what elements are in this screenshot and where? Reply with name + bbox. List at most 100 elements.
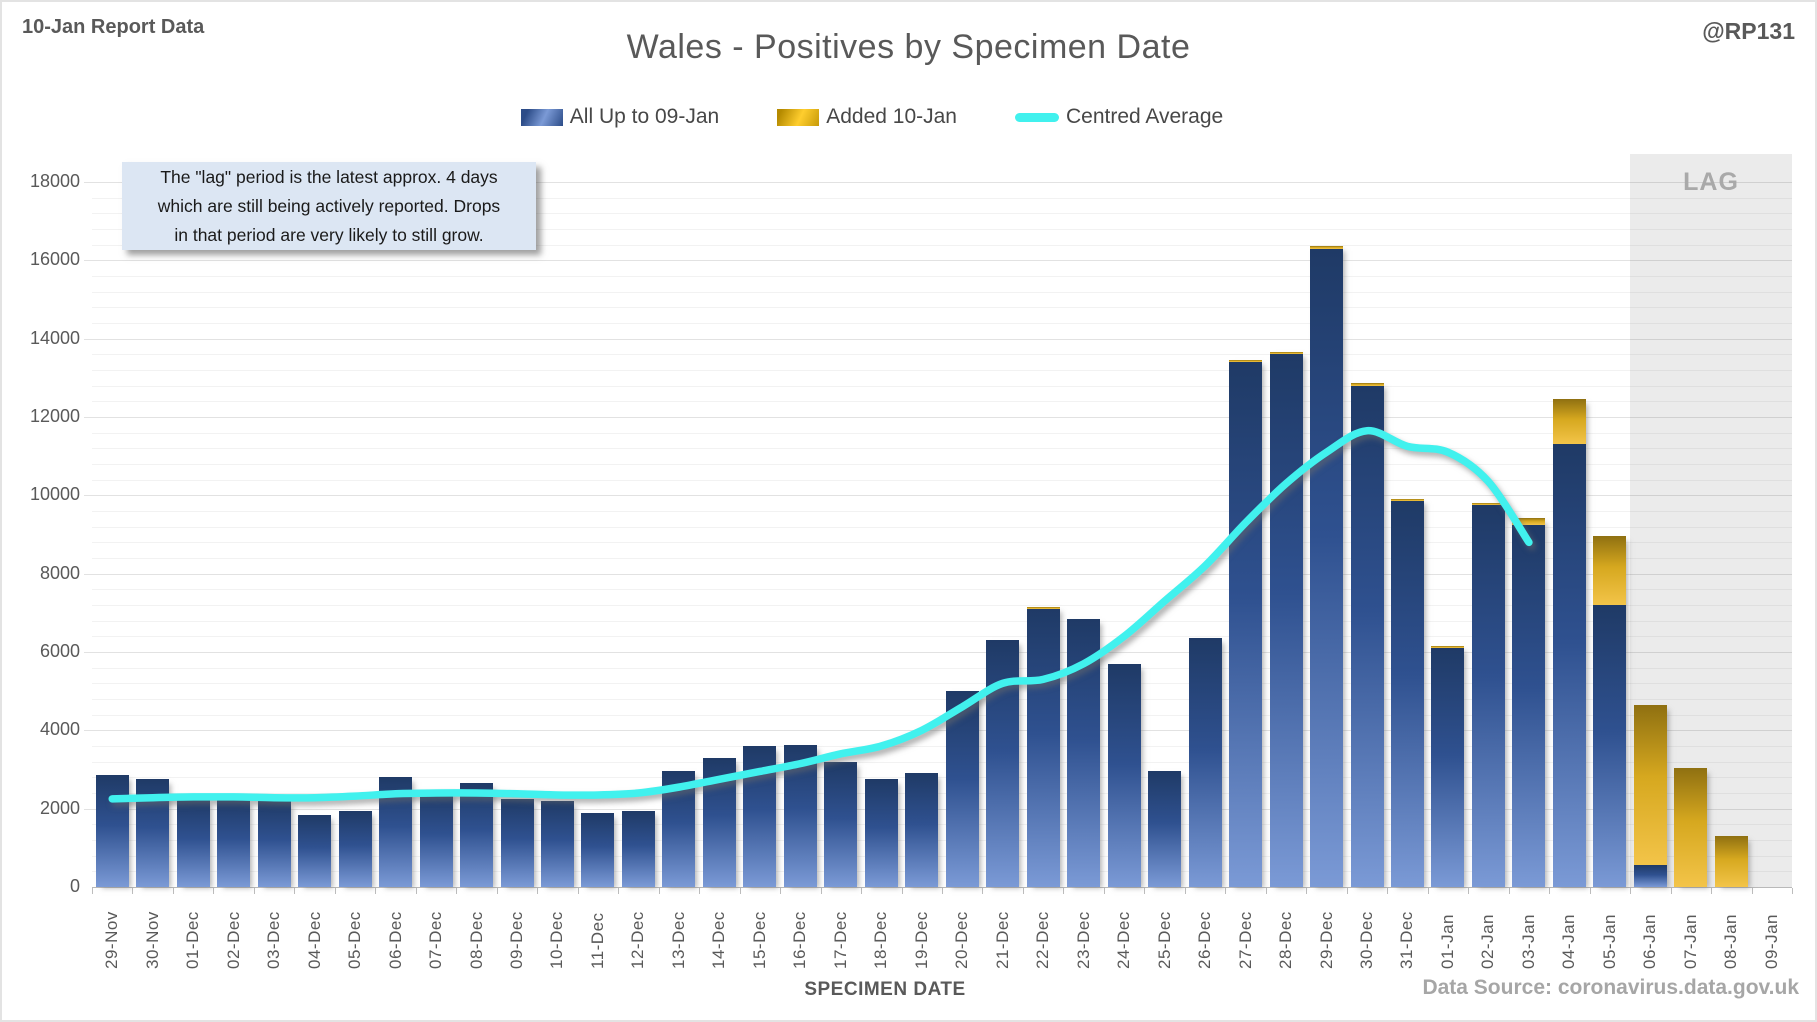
- bar-09-Dec: [500, 798, 534, 887]
- bar-22-Dec: [1026, 606, 1060, 887]
- x-axis-title: SPECIMEN DATE: [804, 979, 966, 1000]
- bar-24-Dec: [1107, 663, 1141, 887]
- bar-allup-segment: [1471, 505, 1505, 887]
- bar-added-segment: [1512, 518, 1546, 525]
- bar-04-Jan: [1552, 399, 1586, 887]
- bar-added-segment: [1310, 245, 1344, 249]
- axis-tick: [1144, 888, 1146, 894]
- gridline-minor: [92, 432, 1792, 434]
- gridline-minor: [92, 871, 1792, 873]
- axis-tick: [1022, 888, 1024, 894]
- axis-tick: [1306, 888, 1308, 894]
- axis-tick: [1751, 888, 1753, 894]
- y-axis-label: 16000: [29, 249, 80, 270]
- bar-allup-segment: [217, 798, 251, 887]
- bar-28-Dec: [1269, 351, 1303, 887]
- bar-18-Dec: [864, 779, 898, 887]
- axis-tick: [92, 888, 93, 894]
- gridline-major: [84, 260, 1792, 262]
- y-axis-label: 18000: [29, 171, 80, 191]
- bar-added-segment: [1674, 767, 1708, 887]
- gridline-minor: [92, 511, 1792, 512]
- bar-allup-segment: [824, 761, 858, 887]
- bar-added-segment: [1026, 606, 1060, 609]
- axis-tick: [780, 888, 782, 894]
- bar-29-Nov: [95, 775, 129, 887]
- gridline-minor: [92, 605, 1792, 606]
- bar-allup-segment: [500, 798, 534, 887]
- bar-30-Dec: [1350, 383, 1384, 887]
- bar-allup-segment: [298, 814, 332, 887]
- axis-tick: [1103, 888, 1105, 894]
- bar-allup-segment: [419, 791, 453, 887]
- bar-allup-segment: [905, 773, 939, 887]
- line-series-swatch-icon: [1014, 112, 1059, 122]
- gridline-minor: [92, 840, 1792, 841]
- gridline-minor: [92, 401, 1792, 403]
- bar-added-segment: [1633, 704, 1667, 866]
- bar-26-Dec: [1188, 638, 1222, 887]
- gridline-minor: [92, 370, 1792, 371]
- gridline-minor: [92, 589, 1792, 591]
- axis-tick: [699, 888, 701, 894]
- axis-tick: [1265, 888, 1267, 894]
- bar-allup-segment: [1188, 638, 1222, 887]
- legend-label-line: Centred Average: [1065, 105, 1224, 128]
- bar-allup-segment: [1431, 648, 1465, 887]
- gridline-minor: [92, 291, 1792, 293]
- bar-allup-segment: [864, 779, 898, 887]
- gridline-minor: [92, 354, 1792, 356]
- axis-tick: [1549, 888, 1551, 894]
- bar-allup-segment: [1593, 604, 1627, 887]
- axis-tick: [942, 888, 943, 894]
- gridline-minor: [92, 558, 1792, 559]
- bar-added-segment: [1431, 645, 1465, 649]
- gridline-minor: [92, 276, 1792, 277]
- bar-allup-segment: [945, 691, 979, 887]
- axis-tick: [1711, 888, 1713, 894]
- axis-tick: [901, 888, 903, 894]
- bar-allup-segment: [1552, 444, 1586, 887]
- bar-29-Dec: [1310, 245, 1344, 887]
- legend-label-gold: Added 10-Jan: [826, 105, 957, 128]
- author-handle: @RP131: [1702, 18, 1795, 44]
- gridline-minor: [92, 636, 1792, 638]
- bar-allup-segment: [460, 783, 494, 887]
- bar-added-segment: [1552, 399, 1586, 445]
- bar-04-Dec: [298, 814, 332, 887]
- axis-tick: [253, 888, 255, 894]
- x-axis-baseline: [92, 887, 1792, 888]
- bar-allup-segment: [1229, 362, 1263, 887]
- gridline-minor: [92, 793, 1792, 794]
- legend-label-blue: All Up to 09-Jan: [569, 105, 720, 128]
- y-axis-label: 10000: [29, 484, 80, 505]
- bar-allup-segment: [176, 798, 210, 887]
- bar-added-segment: [1390, 499, 1424, 502]
- axis-tick: [1346, 888, 1348, 894]
- chart-title: Wales - Positives by Specimen Date: [626, 28, 1191, 66]
- axis-tick: [1427, 888, 1429, 894]
- bar-06-Jan: [1633, 704, 1667, 887]
- axis-tick: [1225, 888, 1227, 894]
- bar-27-Dec: [1229, 360, 1263, 887]
- axis-tick: [1063, 888, 1065, 894]
- gridline-major: [84, 495, 1792, 497]
- axis-tick: [294, 888, 296, 894]
- axis-tick: [1184, 888, 1186, 894]
- bar-added-segment: [1350, 383, 1384, 386]
- bar-allup-segment: [1390, 501, 1424, 887]
- gridline-minor: [92, 244, 1792, 246]
- bar-17-Dec: [824, 761, 858, 887]
- gridline-minor: [92, 323, 1792, 324]
- gridline-minor: [92, 448, 1792, 450]
- bar-allup-segment: [1350, 385, 1384, 887]
- bar-10-Dec: [540, 800, 574, 887]
- axis-tick: [1589, 888, 1591, 894]
- report-data-label: 10-Jan Report Data: [22, 16, 205, 38]
- bar-allup-segment: [1633, 865, 1667, 887]
- gridline-minor: [92, 464, 1792, 465]
- axis-tick: [1508, 888, 1510, 894]
- bar-allup-segment: [1512, 524, 1546, 887]
